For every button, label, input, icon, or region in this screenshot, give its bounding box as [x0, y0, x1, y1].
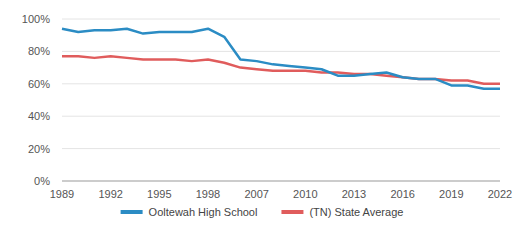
plot-area [62, 29, 500, 89]
x-tick-label: 1995 [147, 188, 171, 200]
grid-line [62, 148, 500, 149]
grid-line [62, 116, 500, 117]
y-tick-label: 40% [28, 110, 50, 122]
x-tick-label: 1989 [50, 188, 74, 200]
legend-swatch [121, 210, 143, 214]
x-tick-label: 2007 [244, 188, 268, 200]
x-tick-label: 2010 [293, 188, 317, 200]
x-axis-line [62, 181, 500, 182]
grid-line [62, 51, 500, 52]
legend: Ooltewah High School (TN) State Average [121, 206, 404, 218]
y-tick-label: 20% [28, 143, 50, 155]
x-tick-label: 2019 [439, 188, 463, 200]
y-tick-label: 80% [28, 45, 50, 57]
grid-line [62, 19, 500, 20]
x-tick-label: 2016 [390, 188, 414, 200]
series-line [62, 29, 500, 89]
x-tick-label: 2013 [342, 188, 366, 200]
legend-swatch [281, 210, 303, 214]
x-tick-label: 1998 [196, 188, 220, 200]
grid-line [62, 83, 500, 84]
x-tick-label: 1992 [98, 188, 122, 200]
grid-line [62, 181, 500, 182]
y-tick-label: 100% [22, 13, 50, 25]
legend-label: Ooltewah High School [149, 206, 258, 218]
y-tick-label: 60% [28, 78, 50, 90]
chart: 0% 20% 40% 60% 80% 100% 1989 1992 1995 1998 2007 20… [0, 0, 524, 230]
legend-label: (TN) State Average [309, 206, 403, 218]
y-tick-label: 0% [34, 175, 50, 187]
x-tick-label: 2022 [488, 188, 512, 200]
